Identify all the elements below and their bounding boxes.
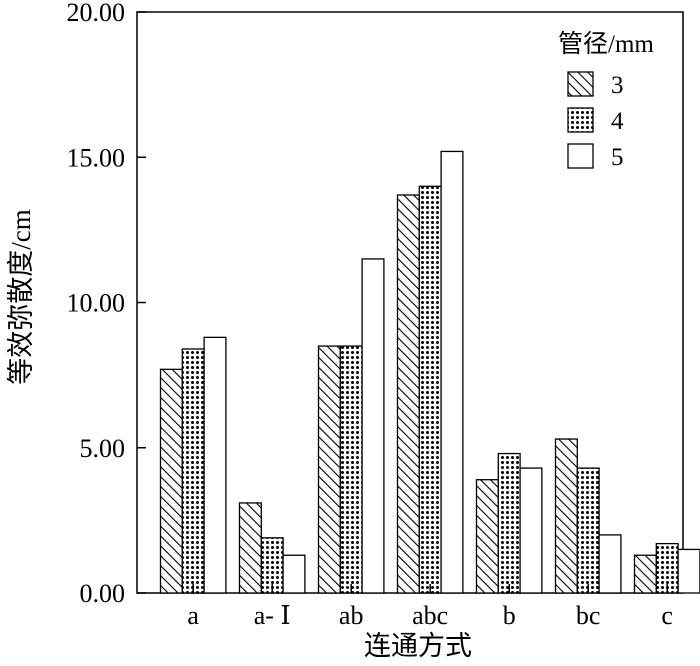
bar-c-series-3	[633, 554, 657, 594]
y-axis: 0.00 5.00 10.00 15.00 20.00	[67, 0, 146, 608]
bar-ab-series-5	[361, 258, 385, 594]
legend-swatch-5	[567, 143, 594, 169]
legend: 管径/mm 3 4 5	[558, 30, 654, 171]
legend-swatch-3	[567, 71, 594, 97]
x-axis: a a- Ⅰ ab abc b bc c	[187, 584, 673, 630]
bar-b-series-5	[519, 467, 543, 594]
bar-bc-series-4	[576, 467, 600, 594]
legend-label: 3	[611, 72, 624, 99]
x-axis-title: 连通方式	[364, 631, 472, 661]
y-tick-label: 20.00	[67, 0, 126, 27]
legend-label: 5	[611, 144, 624, 171]
bar-a-series-3	[238, 502, 262, 594]
legend-label: 4	[611, 108, 624, 135]
y-tick-label: 0.00	[80, 579, 126, 608]
y-tick-label: 5.00	[80, 434, 126, 463]
x-category-label: a- Ⅰ	[254, 601, 291, 630]
legend-swatch-4	[567, 107, 594, 133]
bar-ab-series-3	[317, 345, 341, 594]
y-tick-label: 10.00	[67, 289, 126, 318]
bar-c-series-5	[677, 548, 700, 594]
bar-a-series-5	[282, 554, 306, 594]
bar-abc-series-5	[440, 150, 464, 594]
x-category-label: abc	[412, 601, 448, 630]
x-category-label: bc	[576, 601, 601, 630]
bar-b-series-3	[475, 479, 499, 594]
bars	[159, 150, 700, 594]
bar-abc-series-4	[418, 185, 442, 594]
bar-bc-series-3	[554, 438, 578, 594]
bar-b-series-4	[497, 452, 521, 594]
bar-a-series-5	[203, 336, 227, 594]
bar-ab-series-4	[339, 345, 363, 594]
x-category-label: a	[187, 601, 199, 630]
legend-title: 管径/mm	[558, 30, 654, 58]
y-axis-title: 等效弥散度/cm	[6, 209, 36, 385]
y-tick-label: 15.00	[67, 143, 126, 172]
bar-abc-series-3	[396, 194, 420, 594]
bar-bc-series-5	[598, 534, 622, 594]
bar-a-series-4	[181, 348, 205, 594]
x-category-label: b	[503, 601, 516, 630]
x-category-label: c	[661, 601, 673, 630]
bar-a-series-3	[159, 368, 183, 594]
x-category-label: ab	[339, 601, 364, 630]
